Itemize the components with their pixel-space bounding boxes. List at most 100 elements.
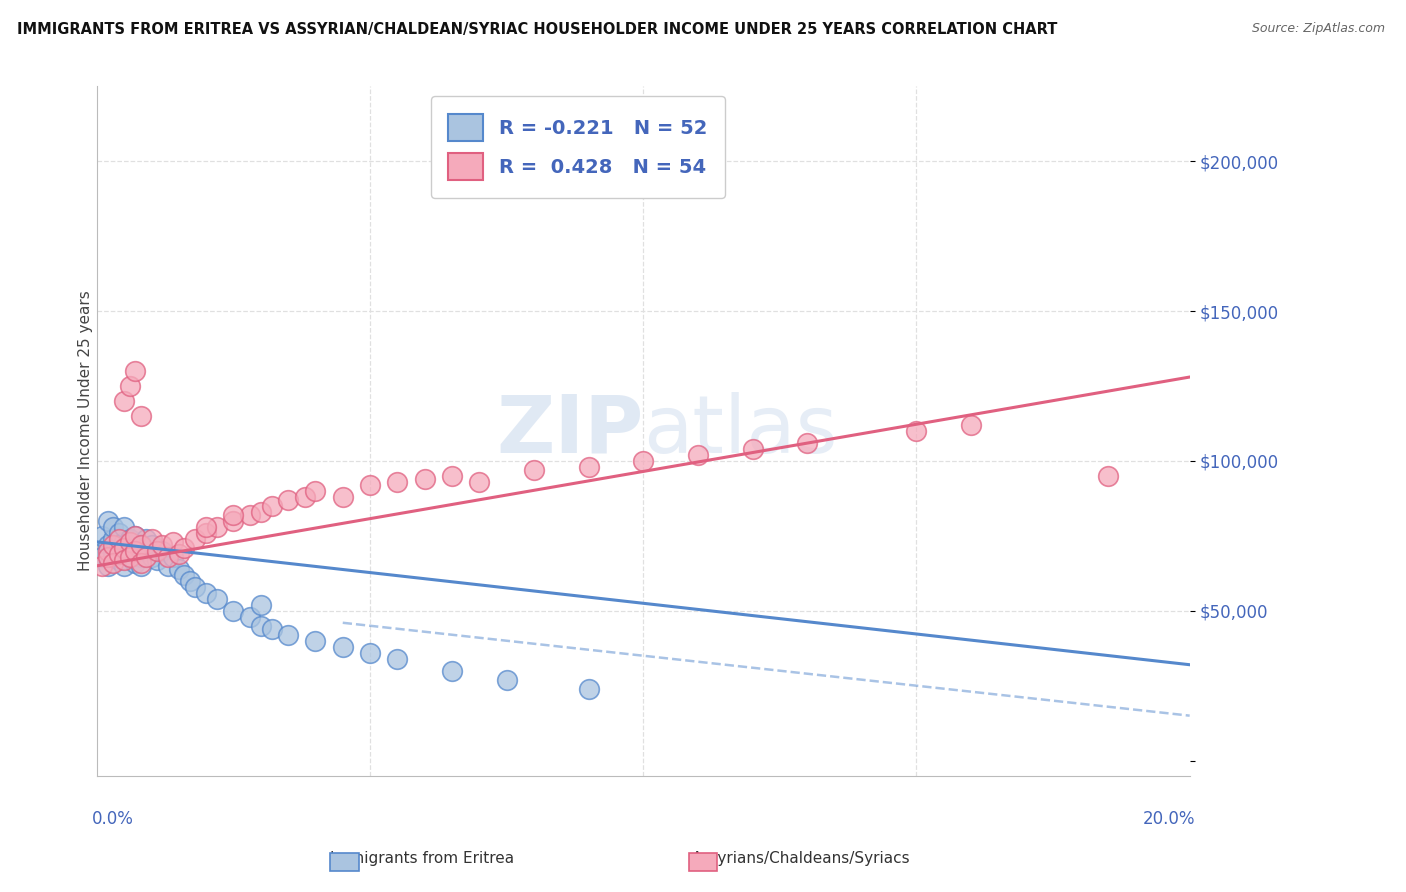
Point: [387, 475, 409, 489]
Point: [249, 619, 271, 633]
Point: [441, 664, 464, 678]
Point: [129, 538, 152, 552]
Point: [152, 538, 174, 552]
Point: [222, 514, 245, 528]
Point: [162, 534, 184, 549]
Point: [118, 549, 141, 564]
Point: [103, 532, 125, 546]
Point: [146, 553, 169, 567]
Point: [156, 558, 179, 573]
Point: [222, 508, 245, 522]
Point: [129, 409, 152, 423]
Text: 20.0%: 20.0%: [1143, 810, 1195, 828]
Point: [741, 442, 763, 456]
Point: [578, 459, 600, 474]
Point: [205, 520, 228, 534]
Point: [1097, 469, 1119, 483]
Point: [97, 544, 120, 558]
Point: [91, 549, 114, 564]
Point: [146, 544, 169, 558]
Point: [495, 673, 517, 687]
Point: [97, 549, 120, 564]
Point: [387, 651, 409, 665]
Point: [156, 549, 179, 564]
Point: [359, 646, 381, 660]
Point: [107, 547, 129, 561]
Point: [97, 538, 120, 552]
Point: [249, 598, 271, 612]
Point: [124, 544, 146, 558]
Point: [118, 549, 141, 564]
Point: [103, 520, 125, 534]
Point: [277, 628, 299, 642]
Point: [468, 475, 491, 489]
Point: [239, 508, 262, 522]
Point: [124, 529, 146, 543]
Point: [304, 633, 326, 648]
Point: [129, 538, 152, 552]
Point: [135, 532, 157, 546]
Point: [359, 478, 381, 492]
Point: [162, 549, 184, 564]
Text: Assyrians/Chaldeans/Syriacs: Assyrians/Chaldeans/Syriacs: [692, 851, 911, 865]
Point: [332, 490, 354, 504]
Point: [107, 553, 129, 567]
Text: atlas: atlas: [644, 392, 838, 470]
Point: [124, 556, 146, 570]
Point: [905, 424, 928, 438]
Point: [960, 417, 983, 432]
Point: [686, 448, 709, 462]
Text: Source: ZipAtlas.com: Source: ZipAtlas.com: [1251, 22, 1385, 36]
Point: [135, 544, 157, 558]
Point: [205, 591, 228, 606]
Point: [633, 454, 655, 468]
Point: [184, 580, 207, 594]
Point: [260, 622, 283, 636]
Point: [91, 558, 114, 573]
Point: [91, 529, 114, 543]
Point: [112, 541, 135, 555]
Point: [112, 520, 135, 534]
Point: [112, 534, 135, 549]
Point: [129, 558, 152, 573]
Point: [167, 547, 190, 561]
Point: [107, 532, 129, 546]
Point: [129, 549, 152, 564]
Point: [578, 681, 600, 696]
Text: IMMIGRANTS FROM ERITREA VS ASSYRIAN/CHALDEAN/SYRIAC HOUSEHOLDER INCOME UNDER 25 : IMMIGRANTS FROM ERITREA VS ASSYRIAN/CHAL…: [17, 22, 1057, 37]
Point: [107, 525, 129, 540]
Point: [141, 549, 163, 564]
Point: [124, 541, 146, 555]
Point: [112, 394, 135, 409]
Point: [239, 609, 262, 624]
Point: [103, 549, 125, 564]
Point: [179, 574, 201, 588]
Point: [118, 532, 141, 546]
Point: [129, 556, 152, 570]
Point: [222, 604, 245, 618]
Point: [173, 567, 195, 582]
Point: [112, 553, 135, 567]
Point: [173, 541, 195, 555]
Point: [124, 364, 146, 378]
Point: [124, 529, 146, 543]
Point: [118, 534, 141, 549]
Point: [107, 538, 129, 552]
Point: [523, 463, 546, 477]
Point: [118, 544, 141, 558]
Point: [97, 514, 120, 528]
Point: [277, 492, 299, 507]
Point: [304, 483, 326, 498]
Point: [103, 556, 125, 570]
Point: [260, 499, 283, 513]
Point: [152, 544, 174, 558]
Point: [167, 562, 190, 576]
Legend: R = -0.221   N = 52, R =  0.428   N = 54: R = -0.221 N = 52, R = 0.428 N = 54: [430, 96, 724, 198]
Point: [141, 532, 163, 546]
Text: ZIP: ZIP: [496, 392, 644, 470]
Point: [796, 436, 818, 450]
Point: [97, 558, 120, 573]
Point: [294, 490, 316, 504]
Point: [112, 558, 135, 573]
Point: [112, 547, 135, 561]
